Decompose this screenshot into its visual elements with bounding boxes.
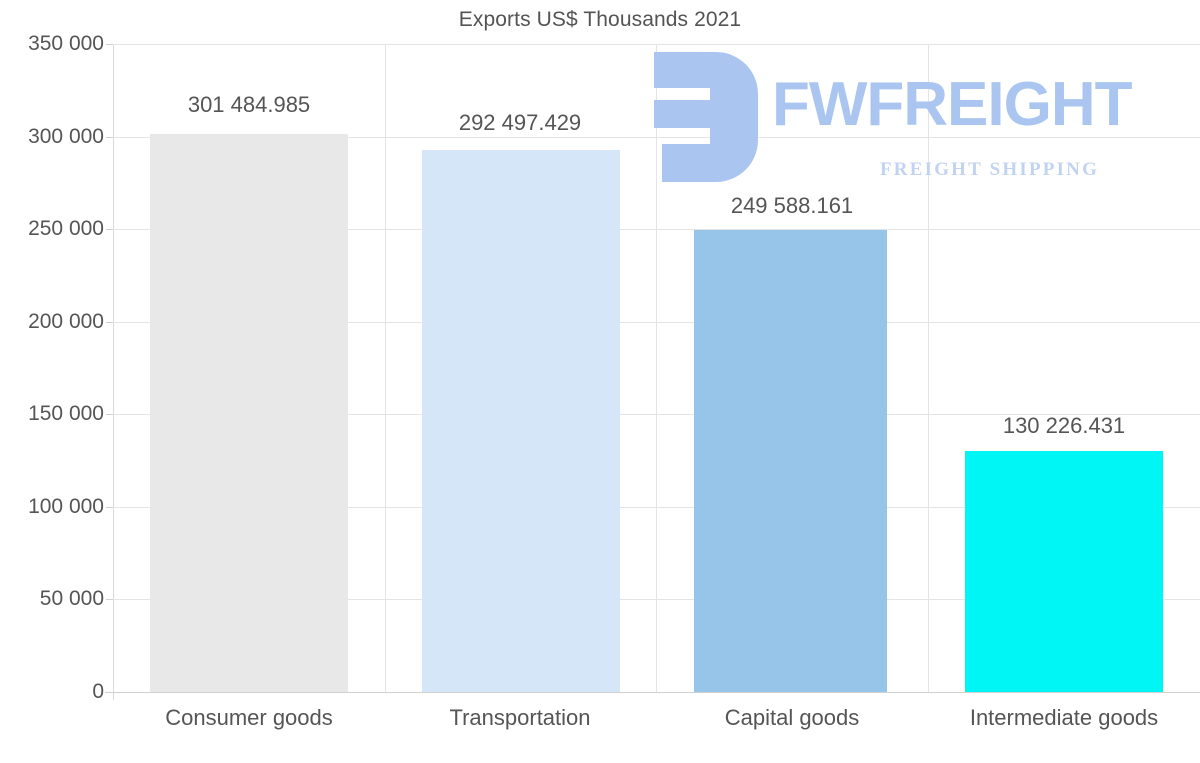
- y-tick-label: 350 000: [28, 32, 104, 55]
- y-tick-mark: [106, 44, 113, 45]
- x-category-label-capital-goods: Capital goods: [724, 705, 860, 730]
- plot-area: [113, 44, 1200, 692]
- y-tick-label: 200 000: [28, 309, 104, 333]
- bar-value-label: 292 497.429: [458, 110, 582, 135]
- bar-capital-goods[interactable]: [694, 229, 887, 692]
- x-category-label-consumer-goods: Consumer goods: [165, 705, 333, 730]
- y-tick-mark: [106, 506, 113, 508]
- y-tick-mark: [106, 599, 113, 601]
- bar-value-label: 249 588.161: [730, 193, 854, 218]
- bar-value-label: 301 484.985: [187, 92, 311, 117]
- y-tick-label: 50 000: [39, 587, 104, 611]
- bar-transportation[interactable]: [422, 150, 620, 692]
- chart-title: Exports US$ Thousands 2021: [458, 8, 742, 31]
- gridline-vertical: [656, 44, 657, 692]
- gridline-vertical: [385, 44, 386, 692]
- x-category-label-intermediate-goods: Intermediate goods: [969, 705, 1159, 730]
- y-tick-mark: [106, 229, 113, 231]
- x-axis-line: [105, 692, 1200, 693]
- y-tick-label: 250 000: [28, 217, 104, 241]
- y-tick-mark: [106, 136, 113, 138]
- y-tick-label: 0: [92, 680, 104, 703]
- bar-intermediate-goods[interactable]: [965, 450, 1163, 692]
- y-axis-line: [113, 44, 114, 700]
- y-tick-label: 150 000: [28, 402, 104, 426]
- x-category-label-transportation: Transportation: [449, 705, 591, 730]
- bar-consumer-goods[interactable]: [150, 133, 348, 692]
- y-tick-label: 300 000: [28, 124, 104, 148]
- y-tick-mark: [106, 321, 113, 323]
- y-tick-label: 100 000: [28, 494, 104, 518]
- gridline-vertical: [928, 44, 929, 692]
- bar-value-label: 130 226.431: [1002, 413, 1126, 438]
- y-tick-mark: [106, 414, 113, 416]
